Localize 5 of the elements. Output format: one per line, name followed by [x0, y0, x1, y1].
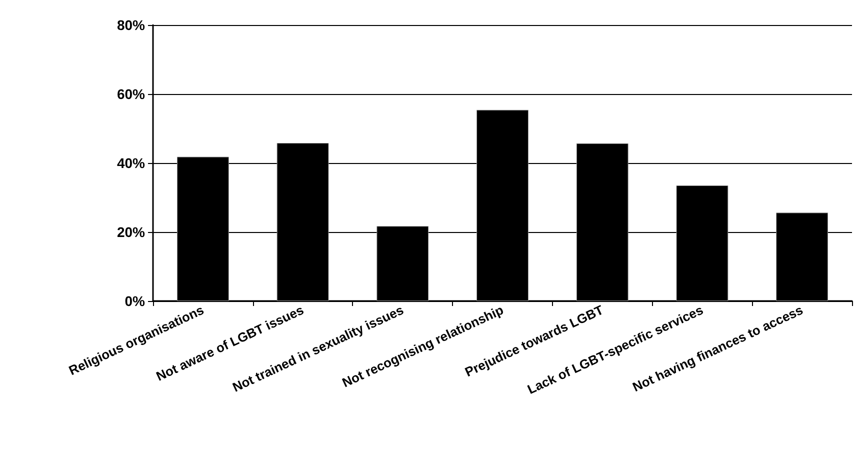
y-tick-label: 20% [116, 224, 146, 240]
y-tick-label: 80% [116, 17, 146, 33]
y-tick-label: 0% [124, 293, 146, 309]
y-tick-label: 60% [116, 86, 146, 102]
y-tick-label: 40% [116, 155, 146, 171]
